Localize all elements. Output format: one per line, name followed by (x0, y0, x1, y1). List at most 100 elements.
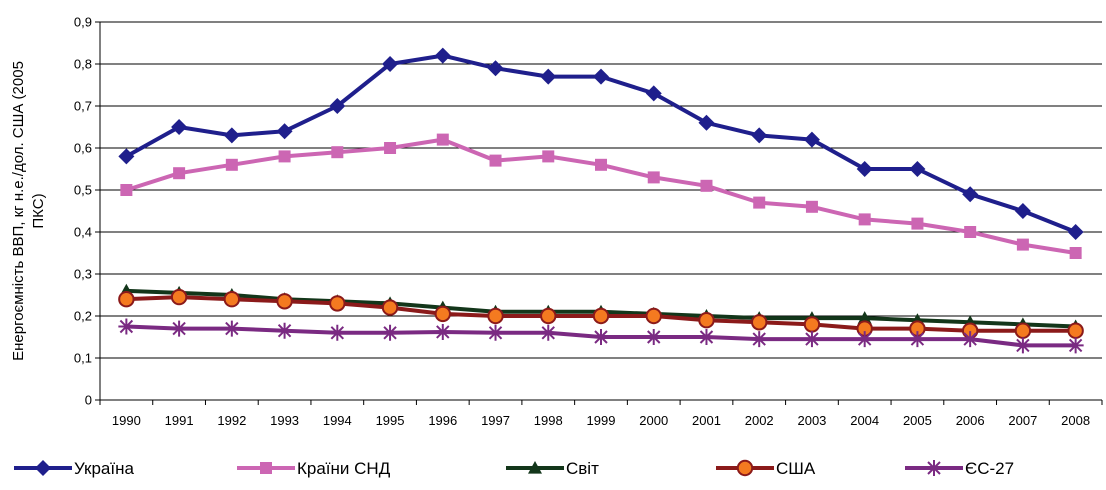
data-point (858, 213, 871, 226)
x-tick-label: 2008 (1061, 413, 1090, 428)
x-tick-label: 2006 (956, 413, 985, 428)
y-axis-label: Енергоємність ВВП, кг н.е./дол. США (200… (10, 61, 47, 361)
data-point (909, 161, 926, 177)
data-point (645, 329, 662, 345)
legend-marker (736, 459, 754, 477)
x-tick-label: 2001 (692, 413, 721, 428)
legend-label: Світ (566, 459, 599, 478)
legend-label: США (776, 459, 816, 478)
data-point (751, 331, 768, 348)
data-point (434, 323, 451, 340)
data-point (856, 161, 873, 177)
data-point (751, 127, 768, 144)
y-tick-label: 0,7 (74, 99, 92, 114)
data-point (489, 154, 502, 167)
x-tick-label: 1991 (165, 413, 194, 428)
x-axis-ticks: 1990 1991 1992 1993 1994 1995 1996 1997 1998 1999… (99, 400, 1103, 428)
legend-item: Країни СНД (237, 459, 391, 478)
data-point (171, 119, 188, 135)
data-point (1014, 203, 1031, 219)
legend-item: Україна (14, 459, 134, 478)
data-point (487, 307, 504, 325)
series-group (118, 47, 1084, 354)
series-line (125, 137, 1076, 255)
legend-item: ЄС-27 (905, 459, 1014, 478)
data-point (331, 146, 344, 159)
data-point (1014, 337, 1031, 354)
data-point (171, 320, 188, 337)
data-point (329, 295, 346, 312)
y-tick-label: 0,5 (74, 183, 92, 198)
series-4 (118, 318, 1084, 354)
data-point (540, 68, 557, 85)
y-tick-label: 0,4 (74, 225, 92, 240)
data-point (223, 320, 240, 337)
data-point (753, 196, 766, 209)
data-point (698, 312, 715, 329)
data-point (542, 150, 555, 163)
data-point (698, 329, 715, 345)
y-tick-label: 0,1 (74, 351, 92, 366)
x-tick-label: 1992 (217, 413, 246, 428)
y-tick-label: 0,9 (74, 15, 92, 30)
legend-marker (35, 460, 51, 476)
data-point (592, 307, 610, 325)
y-tick-label: 0 (85, 393, 92, 408)
data-point (698, 114, 715, 131)
data-point (857, 311, 872, 324)
data-point (173, 167, 186, 180)
data-point (1067, 322, 1084, 339)
legend-marker (528, 461, 542, 474)
x-tick-label: 1994 (323, 413, 352, 428)
series-0 (118, 47, 1084, 240)
x-tick-label: 1995 (376, 413, 405, 428)
data-point (962, 331, 979, 348)
legend-marker (260, 462, 272, 474)
legend: Україна Країни СНД Світ США ЄС-27 (14, 459, 1014, 478)
data-point (118, 148, 135, 165)
data-point (434, 305, 451, 323)
x-tick-label: 2004 (850, 413, 879, 428)
data-point (595, 158, 607, 171)
data-point (593, 329, 609, 345)
data-point (118, 291, 135, 308)
data-point (540, 324, 557, 341)
data-point (118, 318, 135, 335)
x-tick-label: 2000 (639, 413, 668, 428)
x-tick-label: 1998 (534, 413, 563, 428)
data-point (384, 142, 397, 154)
data-point (645, 307, 662, 325)
x-tick-label: 1997 (481, 413, 510, 428)
data-point (170, 288, 188, 306)
legend-label: Україна (74, 459, 134, 478)
data-point (1069, 247, 1082, 259)
data-point (805, 200, 818, 213)
data-point (803, 316, 821, 333)
data-point (276, 123, 293, 140)
data-point (487, 324, 504, 341)
data-point (909, 331, 926, 348)
data-point (329, 98, 346, 114)
data-point (593, 68, 609, 85)
grid-lines (100, 21, 1102, 359)
data-point (540, 307, 557, 325)
data-point (329, 324, 346, 341)
data-point (856, 331, 873, 348)
data-point (647, 171, 660, 184)
y-tick-label: 0,2 (74, 309, 92, 324)
data-point (803, 331, 820, 348)
legend-marker (926, 460, 942, 476)
axes (99, 22, 1102, 401)
x-tick-label: 1999 (587, 413, 616, 428)
x-tick-label: 2005 (903, 413, 932, 428)
x-tick-label: 1990 (112, 413, 141, 428)
x-tick-label: 2007 (1008, 413, 1037, 428)
data-point (436, 133, 449, 146)
y-tick-label: 0,8 (74, 57, 92, 72)
data-point (276, 293, 293, 310)
data-point (911, 217, 924, 230)
data-point (382, 56, 399, 72)
data-point (276, 322, 293, 339)
y-axis-ticks: 0 0,1 0,2 0,3 0,4 0,5 0,6 0,7 0,8 0,9 (74, 15, 100, 408)
